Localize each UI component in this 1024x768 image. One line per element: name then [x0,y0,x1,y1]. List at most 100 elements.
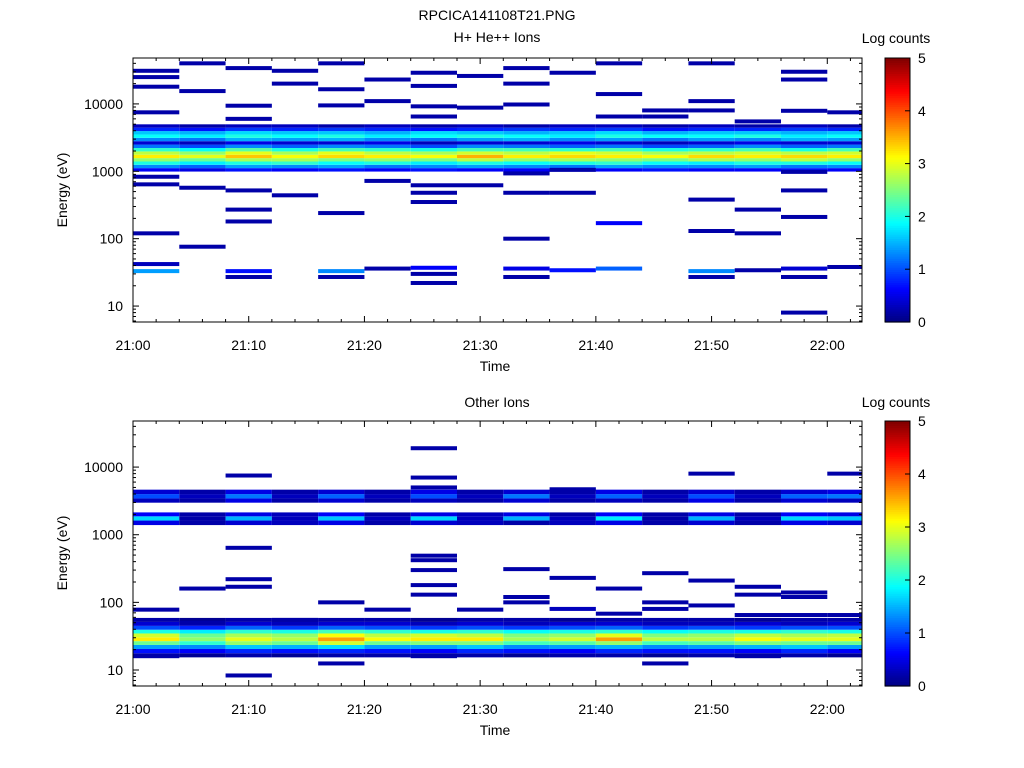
colorbar-segment [885,471,910,475]
colorbar-segment [885,500,910,504]
heatmap-cell [271,127,319,132]
heatmap-cell [410,644,457,649]
colorbar-segment [885,289,910,292]
heatmap-cell [410,114,457,119]
colorbar-segment [885,679,910,683]
heatmap-cell [503,512,550,517]
heatmap-cell [271,625,319,630]
heatmap-cell [549,167,596,172]
colorbar-segment [885,225,910,228]
heatmap-cell [410,617,457,622]
heatmap-cell [271,193,319,198]
heatmap-cell [688,633,735,638]
heatmap-cell [271,520,319,526]
heatmap-cell [225,625,272,630]
heatmap-cell [318,625,365,630]
heatmap-cell [549,158,596,162]
heatmap-cell [318,274,365,279]
heatmap-cell [734,498,781,503]
heatmap-cell [457,105,504,110]
heatmap-cell [410,154,457,159]
heatmap-cell [827,471,862,476]
colorbar-segment [885,469,910,473]
colorbar-segment [885,77,910,81]
heatmap-cell [781,644,828,649]
colorbar-segment [885,196,910,200]
colorbar-segment [885,496,910,499]
heatmap-cell [595,131,643,135]
colorbar-segment [885,507,910,510]
heatmap-cell [179,244,226,249]
heatmap-cell [318,494,365,499]
heatmap-cell [133,68,180,73]
heatmap-cell [410,280,457,285]
colorbar-segment [885,538,910,541]
heatmap-cell [595,158,643,162]
colorbar-segment [885,681,910,685]
heatmap-cell [549,144,596,149]
y-tick-label: 10000 [84,459,123,475]
heatmap-cell [225,116,272,121]
colorbar-segment [885,240,910,244]
heatmap-cell [225,124,272,128]
heatmap-cell [688,269,735,274]
colorbar-segment [885,502,910,506]
colorbar-segment [885,672,910,676]
colorbar-segment [885,652,910,656]
colorbar-tick-label: 3 [918,156,926,172]
heatmap-cell [318,637,365,642]
colorbar-segment [885,542,910,546]
heatmap-cell [318,516,365,521]
heatmap-cell [503,144,550,149]
heatmap-cell [827,131,862,135]
heatmap-cell [318,520,365,526]
heatmap-cell [179,134,226,138]
heatmap-cell [179,158,226,162]
colorbar-segment [885,269,910,272]
heatmap-cell [179,494,226,499]
colorbar-segment [885,117,910,121]
heatmap-cell [271,164,319,169]
heatmap-cell [271,81,319,86]
heatmap-cell [225,473,272,478]
heatmap-cell [318,211,365,216]
colorbar-segment [885,535,910,539]
colorbar-segment [885,635,910,639]
heatmap-cell [688,471,735,476]
heatmap-cell [271,633,319,638]
heatmap-cell [781,127,828,132]
heatmap-cell [457,134,504,138]
heatmap-cell [549,637,596,642]
heatmap-cell [549,127,596,132]
heatmap-cell [642,516,689,521]
heatmap-cell [457,164,504,169]
heatmap-cell [271,489,319,495]
heatmap-cell [271,637,319,642]
heatmap-cell [503,625,550,630]
colorbar-segment [885,308,910,312]
heatmap-cell [133,154,180,159]
colorbar-segment [885,73,910,77]
colorbar-segment [885,434,910,438]
heatmap-cell [827,520,862,526]
heatmap-cell [318,653,365,658]
heatmap-cell [457,520,504,526]
colorbar-segment [885,522,910,526]
heatmap-cell [457,141,504,145]
heatmap-cell [179,164,226,169]
heatmap-cell [827,151,862,155]
colorbar-segment [885,440,910,444]
heatmap-cell [827,154,862,159]
colorbar-segment [885,493,910,497]
colorbar-segment [885,571,910,574]
colorbar-segment [885,553,910,557]
colorbar-segment [885,183,910,187]
colorbar-segment [885,126,910,129]
heatmap-cell [549,268,596,273]
colorbar-segment [885,443,910,446]
colorbar-segment [885,540,910,544]
heatmap-cell [179,520,226,526]
colorbar-segment [885,214,910,217]
heatmap-cell [688,648,735,654]
heatmap-cell [318,151,365,155]
